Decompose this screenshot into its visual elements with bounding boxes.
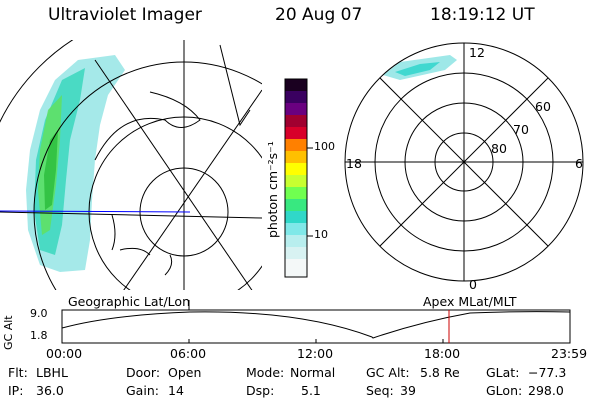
mode-label: Mode: bbox=[246, 365, 285, 380]
observation-date: 20 Aug 07 bbox=[275, 5, 363, 25]
door-label: Door: bbox=[126, 365, 161, 380]
seq-value: 39 bbox=[400, 383, 416, 398]
polar-mlt-label-bottom: 0 bbox=[469, 277, 477, 292]
observation-time: 18:19:12 UT bbox=[430, 5, 535, 25]
seq-label: Seq: bbox=[366, 383, 394, 398]
gain-label: Gain: bbox=[126, 383, 159, 398]
instrument-title: Ultraviolet Imager bbox=[48, 5, 202, 25]
altitude-curve bbox=[61, 311, 571, 339]
door-value: Open bbox=[168, 365, 202, 380]
ip-value: 36.0 bbox=[36, 383, 64, 398]
timeline-left-caption: Geographic Lat/Lon bbox=[68, 294, 190, 309]
dsp-label: Dsp: bbox=[246, 383, 275, 398]
dsp-value: 5.1 bbox=[301, 383, 321, 398]
polar-mlt-label-top: 12 bbox=[469, 45, 485, 60]
timeline-y-tick-min: 1.8 bbox=[30, 329, 48, 342]
polar-plot bbox=[344, 42, 584, 282]
glat-value: −77.3 bbox=[528, 365, 567, 380]
polar-mlt-label-left: 18 bbox=[346, 156, 362, 171]
flt-label: Flt: bbox=[8, 365, 28, 380]
timeline-y-tick-max: 9.0 bbox=[30, 307, 48, 320]
timeline-y-axis-label: GC Alt bbox=[2, 315, 15, 350]
colorbar-unit-label: photon cm⁻²s⁻¹ bbox=[265, 141, 280, 238]
glat-label: GLat: bbox=[486, 365, 520, 380]
geographic-reference-line bbox=[0, 210, 191, 213]
glon-label: GLon: bbox=[486, 383, 523, 398]
polar-lat-label-80: 80 bbox=[491, 141, 507, 156]
timeline-x-tick-0000: 00:00 bbox=[46, 346, 83, 361]
altitude-timeline bbox=[61, 300, 571, 344]
polar-lat-label-60: 60 bbox=[535, 99, 551, 114]
timeline-x-tick-0600: 06:00 bbox=[170, 346, 207, 361]
gain-value: 14 bbox=[168, 383, 184, 398]
timeline-right-caption: Apex MLat/MLT bbox=[423, 294, 517, 309]
timeline-x-tick-1800: 18:00 bbox=[424, 346, 461, 361]
colorbar-tick-10: 10 bbox=[314, 228, 328, 241]
polar-lat-label-70: 70 bbox=[513, 122, 529, 137]
timeline-x-tick-1200: 12:00 bbox=[297, 346, 334, 361]
colorbar bbox=[284, 78, 313, 278]
ip-label: IP: bbox=[8, 383, 24, 398]
polar-mlt-label-right: 6 bbox=[575, 156, 583, 171]
flt-value: LBHL bbox=[36, 365, 68, 380]
mode-value: Normal bbox=[290, 365, 336, 380]
gc-alt-label: GC Alt: bbox=[366, 365, 410, 380]
gc-alt-value: 5.8 Re bbox=[420, 365, 460, 380]
colorbar-tick-100: 100 bbox=[314, 140, 335, 153]
glon-value: 298.0 bbox=[528, 383, 564, 398]
timeline-x-tick-2359: 23:59 bbox=[551, 346, 588, 361]
